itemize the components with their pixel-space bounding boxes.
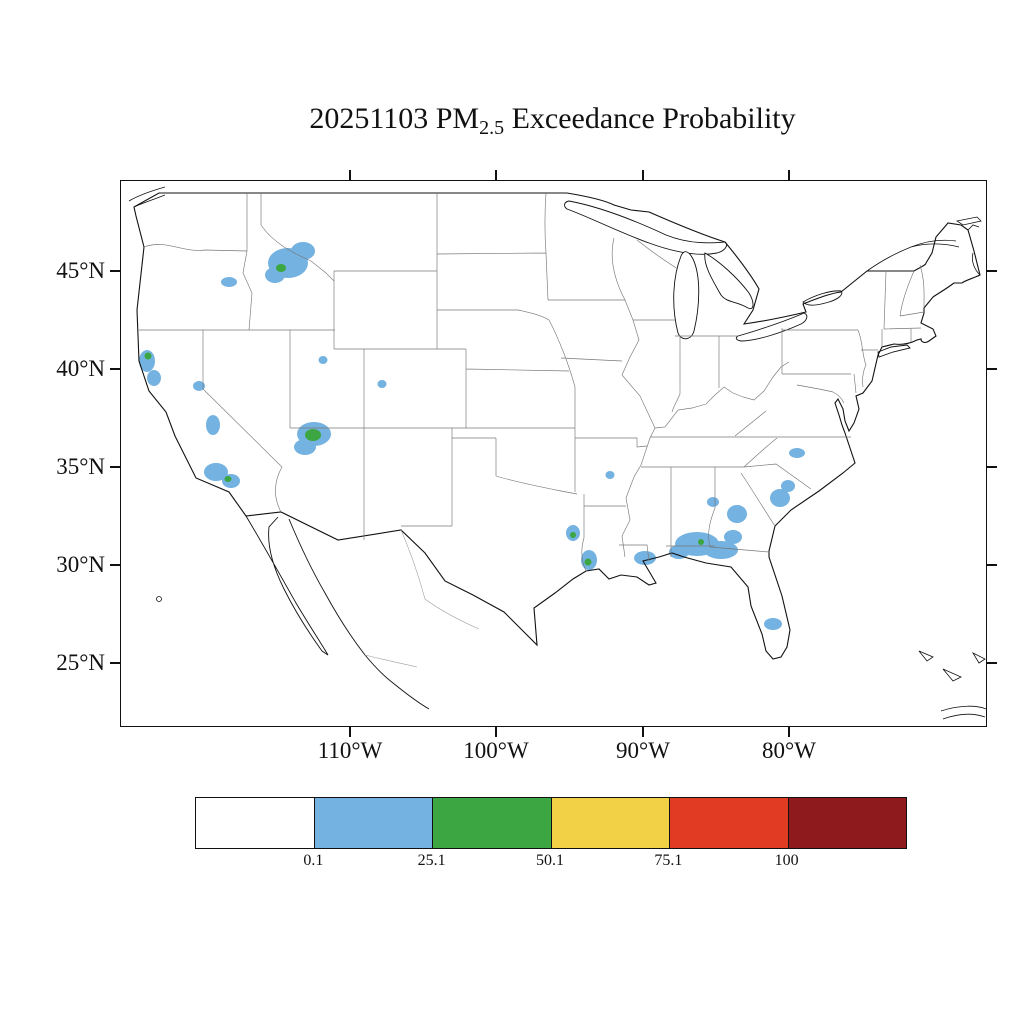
guadalupe-island — [156, 596, 162, 602]
lat-label-30n: 30°N — [56, 552, 105, 577]
basemap-svg — [128, 186, 986, 720]
lon-tick — [349, 170, 351, 180]
hotspot-central-georgia — [727, 505, 747, 523]
hotspot-se-louisiana-s-mississippi — [634, 551, 656, 565]
us-outline — [133, 192, 981, 660]
lon-tick — [788, 170, 790, 180]
lat-tick — [110, 270, 120, 272]
hotspot-coastal-south-carolina — [770, 489, 790, 507]
lon-tick — [788, 727, 790, 737]
hotspot-s-alabama-florida-panhandle-sw-georgia — [724, 530, 742, 544]
hotspot-southern-california-core — [224, 476, 232, 482]
lat-tick — [110, 368, 120, 370]
hotspot-lake-tahoe-area — [193, 381, 205, 391]
lon-tick — [642, 170, 644, 180]
lon-tick — [642, 727, 644, 737]
hotspot-central-idaho-core — [276, 264, 286, 272]
hotspot-nw-california-core — [144, 352, 152, 360]
hotspot-central-north-carolina — [789, 448, 805, 458]
great-lakes — [564, 200, 843, 342]
title-suffix: Exceedance Probability — [504, 102, 796, 135]
hotspot-coastal-south-carolina — [781, 480, 795, 492]
colorbar-labels: 0.1 25.1 50.1 75.1 100 — [195, 852, 905, 874]
hotspot-s-alabama-florida-panhandle-sw-georgia — [704, 541, 738, 559]
colorbar-cell-4 — [670, 798, 789, 848]
hotspot-s-alabama-florida-panhandle-sw-georgia — [669, 545, 689, 559]
hotspot-western-colorado — [377, 380, 387, 388]
title-prefix: 20251103 PM — [309, 102, 480, 135]
lat-tick — [110, 662, 120, 664]
colorbar-label-2: 50.1 — [536, 852, 564, 869]
lon-label-100w: 100°W — [463, 738, 529, 763]
hotspot-layer — [139, 242, 805, 630]
lat-tick — [987, 466, 997, 468]
hotspot-central-sierra-nevada — [206, 415, 220, 435]
lon-tick — [495, 727, 497, 737]
colorbar-label-3: 75.1 — [654, 852, 683, 869]
hotspot-central-utah — [318, 356, 328, 364]
colorbar-label-0: 0.1 — [303, 852, 324, 869]
lat-label-35n: 35°N — [56, 454, 105, 479]
hotspot-central-arkansas — [605, 471, 615, 479]
lon-label-80w: 80°W — [762, 738, 816, 763]
long-island — [877, 344, 911, 358]
lat-tick — [110, 466, 120, 468]
lat-tick — [987, 662, 997, 664]
caribbean-islands — [918, 650, 986, 720]
colorbar-cell-5 — [788, 798, 906, 848]
hotspot-southern-california — [204, 463, 228, 481]
hotspot-sw-georgia-core — [698, 539, 704, 545]
lat-tick — [987, 564, 997, 566]
hotspot-west-georgia — [707, 497, 719, 507]
colorbar-cell-1 — [314, 798, 433, 848]
colorbar-label-4: 100 — [774, 852, 799, 869]
colorbar — [195, 797, 907, 849]
lat-tick — [987, 368, 997, 370]
colorbar-cell-0 — [196, 798, 315, 848]
hotspot-east-texas-core — [570, 532, 576, 538]
hotspot-northern-arizona-core — [305, 429, 321, 441]
map-frame: 45°N 40°N 35°N 30°N 25°N 110°W 100°W 90°… — [56, 170, 997, 763]
mexico-coast — [245, 515, 430, 710]
lon-tick — [495, 170, 497, 180]
hotspot-sabine-border-core — [584, 558, 592, 566]
title-subscript: 2.5 — [479, 117, 505, 139]
lat-label-25n: 25°N — [56, 650, 105, 675]
lat-tick — [987, 270, 997, 272]
lon-label-110w: 110°W — [317, 738, 383, 763]
colorbar-cell-3 — [551, 798, 670, 848]
colorbar-label-1: 25.1 — [417, 852, 446, 869]
state-borders — [139, 192, 925, 572]
hotspot-eastern-oregon — [221, 277, 237, 287]
lat-label-45n: 45°N — [56, 258, 105, 283]
mexico-state-lines — [364, 529, 480, 668]
lat-tick — [110, 564, 120, 566]
lat-label-40n: 40°N — [56, 356, 105, 381]
hotspot-northern-arizona-s-utah — [294, 439, 316, 455]
colorbar-cell-2 — [433, 798, 552, 848]
lon-label-90w: 90°W — [616, 738, 670, 763]
canada-coast — [128, 186, 982, 276]
hotspot-nw-california-coast — [147, 370, 161, 386]
page-title: 20251103 PM2.5 Exceedance Probability — [120, 102, 985, 140]
hotspot-southern-california — [222, 474, 240, 488]
hotspot-south-florida — [764, 618, 782, 630]
lon-tick — [349, 727, 351, 737]
hotspot-central-idaho-sw-montana — [291, 242, 315, 260]
